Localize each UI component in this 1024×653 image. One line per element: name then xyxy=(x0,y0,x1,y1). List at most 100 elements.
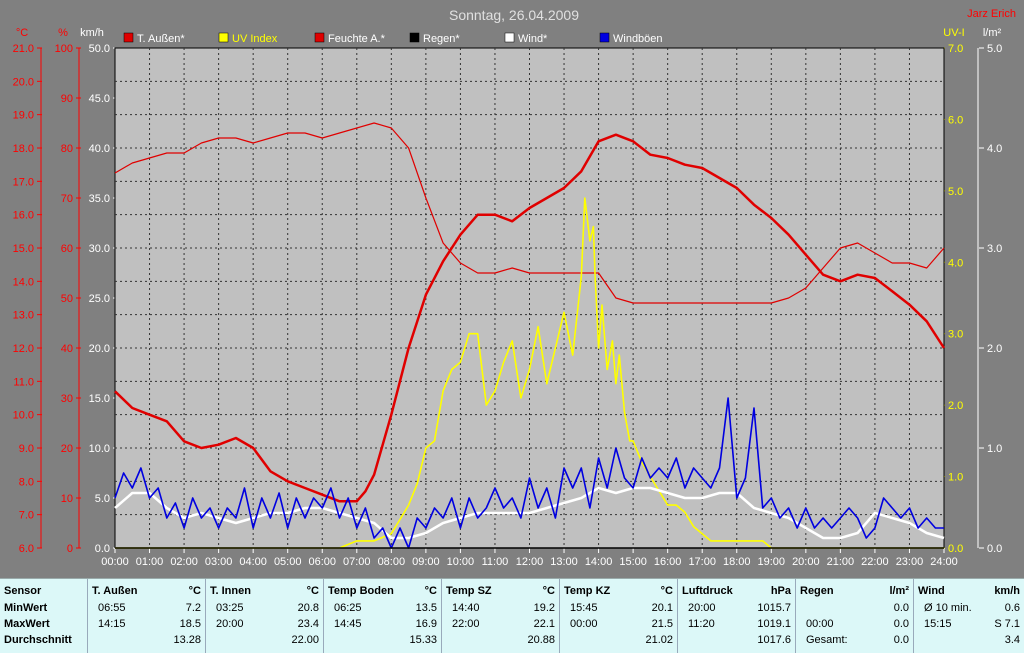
stats-row-label: MinWert xyxy=(4,602,48,614)
x-tick-label: 15:00 xyxy=(619,556,647,568)
stats-column: Wind km/h Ø 10 min. 0.6 15:15 S 7.1 3.4 xyxy=(914,579,1024,653)
legend-label: Wind* xyxy=(518,33,548,45)
stats-time: 00:00 xyxy=(806,618,834,630)
stats-value: 18.5 xyxy=(179,618,201,630)
stats-row: 11:20 1019.1 xyxy=(682,616,791,632)
stats-value: 20.88 xyxy=(527,634,555,646)
stats-column: Temp SZ °C 14:40 19.2 22:00 22.1 20.88 xyxy=(442,579,560,653)
stats-header-unit: l/m² xyxy=(889,585,909,597)
stats-header-label: Wind xyxy=(918,585,945,597)
series-line xyxy=(114,397,944,549)
stats-header-label: Regen xyxy=(800,585,834,597)
x-tick-label: 00:00 xyxy=(101,556,129,568)
temp-tick-label: 7.0 xyxy=(19,510,34,522)
x-tick-label: 02:00 xyxy=(170,556,198,568)
right-axes: 0.0 1.0 2.0 3.0 4.0 5.0 6.0 7.0 UV-I 0.0 1.0 2.0 3.0… xyxy=(940,27,1002,555)
chart-series xyxy=(114,122,946,549)
x-tick-label: 12:00 xyxy=(516,556,544,568)
uv-unit-label: UV-I xyxy=(943,27,964,39)
stats-time: 14:15 xyxy=(98,618,126,630)
stats-value: 19.2 xyxy=(533,602,555,614)
wind-tick-label: 35.0 xyxy=(89,193,110,205)
rain-tick-label: 5.0 xyxy=(987,43,1002,55)
stats-value: 7.2 xyxy=(185,602,201,614)
wind-tick-label: 10.0 xyxy=(89,443,110,455)
temp-tick-label: 15.0 xyxy=(13,243,34,255)
legend-swatch xyxy=(123,32,134,43)
stats-row: 1017.6 xyxy=(682,632,791,648)
series-line xyxy=(114,486,945,540)
stats-header-label: T. Innen xyxy=(210,585,251,597)
temp-unit-label: °C xyxy=(16,27,28,39)
statistics-table: Sensor MinWert MaxWert Durchschnitt T. Außen… xyxy=(0,578,1024,653)
temp-tick-label: 21.0 xyxy=(13,43,34,55)
rain-tick-label: 1.0 xyxy=(987,443,1002,455)
rain-tick-label: 2.0 xyxy=(987,343,1002,355)
stats-time: 15:45 xyxy=(570,602,598,614)
legend-label: Feuchte A.* xyxy=(328,33,386,45)
stats-row: 21.02 xyxy=(564,632,673,648)
stats-value: 1017.6 xyxy=(757,634,791,646)
stats-column: T. Innen °C 03:25 20.8 20:00 23.4 22.00 xyxy=(206,579,324,653)
stats-time: 14:45 xyxy=(334,618,362,630)
temp-tick-label: 6.0 xyxy=(19,543,34,555)
legend-swatch xyxy=(504,32,515,43)
stats-row: 14:40 19.2 xyxy=(446,600,555,616)
legend-label: T. Außen* xyxy=(137,33,185,45)
temp-tick-label: 8.0 xyxy=(19,476,34,488)
stats-header-label: T. Außen xyxy=(92,585,138,597)
stats-row: 22:00 22.1 xyxy=(446,616,555,632)
chart-title: Sonntag, 26.04.2009 xyxy=(449,7,579,23)
stats-value: 20.1 xyxy=(651,602,673,614)
temp-tick-label: 17.0 xyxy=(13,176,34,188)
stats-column: Luftdruck hPa 20:00 1015.7 11:20 1019.1 1017.6 xyxy=(678,579,796,653)
stats-row: Durchschnitt xyxy=(4,632,83,648)
stats-time: 00:00 xyxy=(570,618,598,630)
stats-row: 14:15 18.5 xyxy=(92,616,201,632)
legend-label: Regen* xyxy=(423,33,460,45)
x-tick-label: 08:00 xyxy=(378,556,406,568)
uv-tick-label: 1.0 xyxy=(948,472,963,484)
hum-tick-label: 30 xyxy=(61,393,73,405)
legend-swatch xyxy=(409,32,420,43)
stats-row: 00:00 21.5 xyxy=(564,616,673,632)
stats-column: Sensor MinWert MaxWert Durchschnitt xyxy=(0,579,88,653)
stats-row: 15:15 S 7.1 xyxy=(918,616,1020,632)
stats-value: 13.5 xyxy=(415,602,437,614)
stats-value: 23.4 xyxy=(297,618,319,630)
wind-tick-label: 0.0 xyxy=(95,543,110,555)
stats-row-label: Durchschnitt xyxy=(4,634,72,646)
stats-value: 3.4 xyxy=(1004,634,1020,646)
stats-row: 06:25 13.5 xyxy=(328,600,437,616)
stats-value: 16.9 xyxy=(415,618,437,630)
x-tick-label: 06:00 xyxy=(308,556,336,568)
chart-grid xyxy=(115,48,944,548)
uv-tick-label: 0.0 xyxy=(948,543,963,555)
stats-header-unit: °C xyxy=(542,585,555,597)
uv-tick-label: 6.0 xyxy=(948,114,963,126)
stats-value: 1015.7 xyxy=(757,602,791,614)
hum-tick-label: 70 xyxy=(61,193,73,205)
stats-row: 0.0 xyxy=(800,600,909,616)
hum-tick-label: 20 xyxy=(61,443,73,455)
hum-tick-label: 50 xyxy=(61,293,73,305)
x-tick-label: 04:00 xyxy=(239,556,267,568)
x-tick-label: 20:00 xyxy=(792,556,820,568)
rain-unit-label: l/m² xyxy=(983,27,1002,39)
rain-tick-label: 4.0 xyxy=(987,143,1002,155)
temp-tick-label: 9.0 xyxy=(19,443,34,455)
stats-header-label: Temp SZ xyxy=(446,585,492,597)
stats-row: 15:45 20.1 xyxy=(564,600,673,616)
rain-tick-label: 0.0 xyxy=(987,543,1002,555)
legend-swatch xyxy=(218,32,229,43)
wind-unit-label: km/h xyxy=(80,27,104,39)
x-tick-label: 22:00 xyxy=(861,556,889,568)
stats-value: 22.1 xyxy=(533,618,555,630)
stats-header: Luftdruck hPa xyxy=(682,582,791,600)
stats-time: 20:00 xyxy=(688,602,716,614)
x-tick-label: 18:00 xyxy=(723,556,751,568)
stats-header: Temp Boden °C xyxy=(328,582,437,600)
x-tick-label: 14:00 xyxy=(585,556,613,568)
rain-tick-label: 3.0 xyxy=(987,243,1002,255)
stats-row-label: MaxWert xyxy=(4,618,50,630)
